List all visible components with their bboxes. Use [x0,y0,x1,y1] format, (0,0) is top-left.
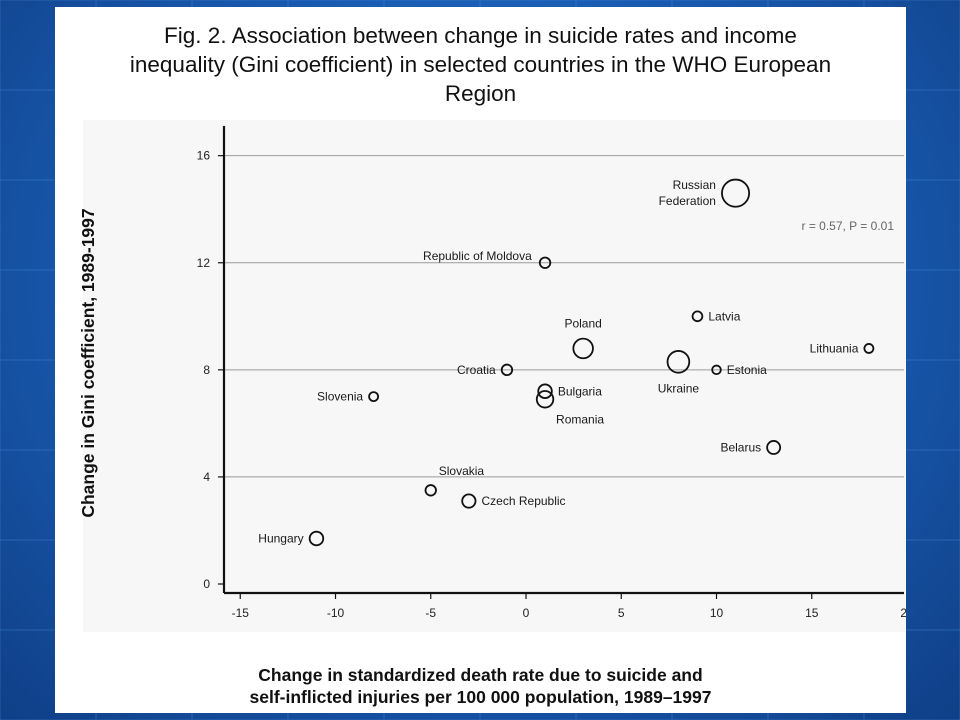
data-point [711,364,722,376]
point-label: Romania [556,413,604,427]
y-tick-label: 16 [197,149,211,163]
point-label: Ukraine [658,382,700,396]
x-tick-label: 15 [805,606,819,620]
x-tick-label: 0 [523,606,530,620]
x-tick-label: 10 [710,606,724,620]
scatter-chart: 0 4 8 12 16 -15 -10 -5 0 5 10 15 20 r = 0.57, P = 0.0… [197,126,906,620]
data-point [308,530,325,547]
data-point [572,337,594,360]
data-point [461,493,477,509]
point-label: Lithuania [810,341,859,355]
correlation-annotation: r = 0.57, P = 0.01 [801,219,894,233]
data-point [666,350,691,374]
point-label: Russian Federation [659,178,716,208]
data-point [368,391,380,403]
point-label: Czech Republic [482,494,566,508]
point-label: Poland [564,317,601,331]
data-point [721,178,751,208]
y-tick-label: 0 [203,577,210,591]
point-label: Slovenia [317,390,363,404]
x-tick-label: -5 [425,606,436,620]
point-label: Latvia [708,309,740,323]
y-tick-label: 12 [197,256,211,270]
data-point [537,383,553,399]
point-label: Hungary [258,531,303,545]
figure-title: Fig. 2. Association between change in su… [129,23,832,106]
figure-panel: Fig. 2. Association between change in su… [55,7,906,713]
point-label: Bulgaria [558,384,602,398]
x-tick-label: -15 [232,606,250,620]
data-point [863,343,875,354]
y-tick-label: 4 [203,470,210,484]
x-axis-title: Change in standardized death rate due to… [249,665,712,707]
x-tick-label: -10 [327,606,345,620]
data-point [538,256,552,269]
point-label: Slovakia [439,464,485,478]
point-label: Republic of Moldova [423,249,532,263]
data-point [766,440,782,455]
data-point [424,484,437,497]
plot-area: 0 4 8 12 16 -15 -10 -5 0 5 10 15 20 r = 0.57, P = 0.0… [83,120,906,632]
point-label: Estonia [727,363,767,377]
point-label: Croatia [457,363,496,377]
data-point [500,363,514,377]
data-point [691,310,704,323]
x-tick-label: 20 [900,606,906,620]
y-tick-label: 8 [203,363,210,377]
x-tick-label: 5 [618,606,625,620]
y-axis-title: Change in Gini coefficient, 1989-1997 [78,208,98,518]
data-point [535,390,555,409]
point-label: Belarus [720,440,761,454]
